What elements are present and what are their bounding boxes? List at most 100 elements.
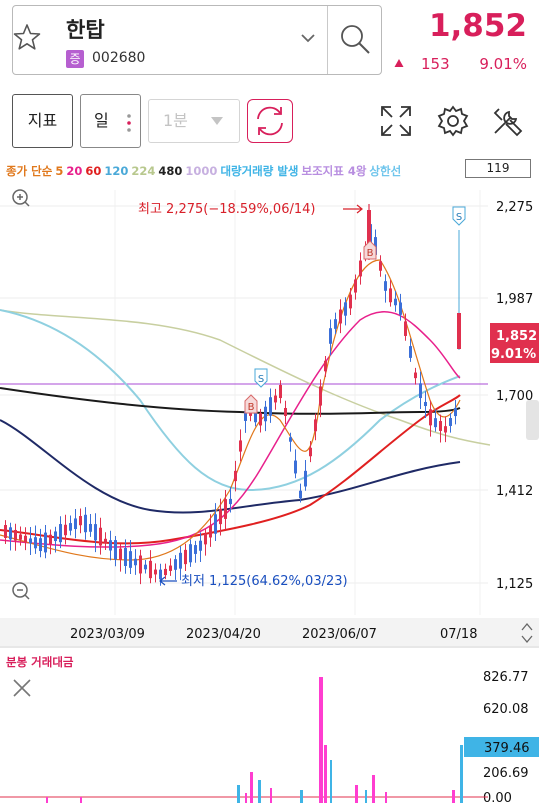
candle	[174, 555, 177, 580]
candle	[19, 526, 22, 546]
zoom-in-circle	[12, 189, 28, 205]
candle	[354, 274, 357, 300]
more-dots-icon[interactable]	[126, 111, 132, 135]
candle-body	[19, 534, 22, 540]
candle-body	[444, 426, 447, 433]
candle-body	[239, 440, 242, 452]
candle-body	[109, 540, 112, 551]
volume-bar	[46, 797, 48, 803]
candle	[179, 546, 182, 581]
candle-body	[429, 409, 432, 426]
volume-y-tick: 206.69	[483, 766, 529, 781]
candle	[119, 543, 122, 572]
candle	[109, 530, 112, 561]
legend-item: 종가 단순	[6, 164, 53, 178]
candle	[259, 408, 262, 433]
candle-body	[319, 386, 322, 406]
zoom-out-minus	[17, 589, 30, 600]
marker-shape	[244, 394, 258, 414]
candle	[219, 498, 222, 536]
candle	[194, 540, 197, 563]
candle-body	[284, 407, 287, 417]
candle-body	[409, 346, 412, 358]
search-icon[interactable]	[338, 22, 372, 56]
tools-icon[interactable]	[490, 104, 524, 138]
star-icon[interactable]	[12, 22, 42, 52]
candle	[89, 514, 92, 537]
candle-body	[214, 514, 217, 534]
candle	[429, 400, 432, 437]
candle-body	[224, 499, 227, 519]
volume-bar	[355, 785, 358, 803]
volume-bar	[460, 745, 463, 803]
indicator-button[interactable]: 지표	[12, 94, 73, 148]
candle-body	[299, 490, 302, 499]
candle	[444, 416, 447, 443]
candle-body	[269, 397, 272, 416]
refresh-button[interactable]	[247, 99, 293, 143]
period-button[interactable]: 일	[80, 94, 141, 148]
expand-icon[interactable]	[379, 104, 413, 138]
candle-body	[419, 383, 422, 399]
candle	[264, 400, 267, 432]
candle-body	[59, 524, 62, 543]
volume-bar	[270, 788, 272, 803]
signal-marker-s: S	[452, 206, 466, 226]
volume-current-box	[464, 737, 539, 757]
candle	[144, 560, 147, 574]
candle-body	[184, 549, 187, 565]
candle	[334, 312, 337, 335]
candle	[339, 299, 342, 334]
price-change: 153	[421, 55, 450, 73]
candle	[114, 536, 117, 567]
candle-body	[9, 527, 12, 540]
candle-body	[329, 328, 332, 344]
candle-body	[79, 516, 82, 526]
gear-icon[interactable]	[436, 104, 470, 138]
candle	[424, 391, 427, 418]
candle-body	[114, 540, 117, 560]
candle-body	[389, 288, 392, 303]
y-tick-label: 1,700	[496, 389, 533, 404]
legend-item: 5	[55, 164, 64, 178]
candle-body	[399, 302, 402, 315]
candle	[289, 432, 292, 452]
candle	[349, 287, 352, 316]
indicator-legend[interactable]: 종가 단순 5 20 60 120 224 480 1000 대량거래량 발생 보조지표 4왕 상한…	[6, 163, 404, 179]
stock-selector[interactable]	[12, 5, 382, 75]
close-icon	[13, 679, 31, 697]
ma-224-line	[0, 309, 491, 446]
signal-marker-b: B	[363, 240, 377, 260]
candle-body	[54, 531, 57, 542]
candle-body	[64, 524, 67, 536]
candle-body	[124, 548, 127, 566]
zoom-in-cross	[17, 194, 30, 207]
candle-body	[289, 437, 292, 442]
candle	[24, 527, 27, 551]
minute-select[interactable]: 1분	[148, 99, 240, 143]
marker-letter: B	[367, 248, 374, 259]
candle	[14, 523, 17, 551]
candle	[164, 563, 167, 580]
candle-body	[89, 523, 92, 532]
candle-body	[74, 518, 77, 530]
price-chart[interactable]: 2,275 1,987 1,700 1,412 1,125 B B S S 최고 2,275(−1…	[0, 180, 539, 803]
chevron-down-icon[interactable]	[298, 28, 318, 48]
candle	[199, 532, 202, 563]
candle	[84, 507, 87, 540]
candle-body	[334, 319, 337, 329]
marker-letter: S	[456, 212, 462, 223]
low-arrow	[159, 576, 177, 586]
candle-body	[104, 538, 107, 544]
marker-shape	[452, 206, 466, 226]
candle	[79, 508, 82, 534]
candle	[134, 549, 137, 575]
volume-bar	[372, 775, 375, 803]
candle-count-box[interactable]: 119	[465, 159, 531, 178]
candle-body	[69, 523, 72, 531]
candle	[344, 297, 347, 326]
candle	[274, 388, 277, 410]
up-arrow-icon	[394, 59, 404, 67]
candle	[319, 379, 322, 418]
candle-body	[274, 395, 277, 403]
